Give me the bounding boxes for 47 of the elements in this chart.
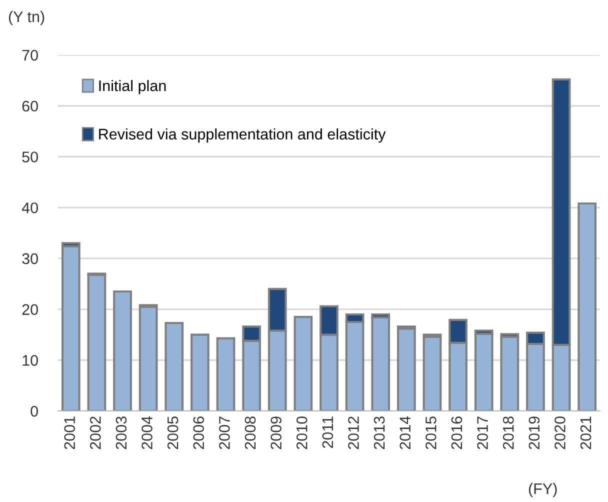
bar (578, 202, 597, 411)
x-tick-label: 2008 (244, 416, 256, 450)
x-tick-label: 2016 (451, 416, 462, 450)
x-tick-label: 2012 (348, 416, 359, 450)
bar (294, 316, 313, 411)
bar (190, 334, 210, 411)
y-tick-label: 50 (22, 152, 38, 162)
x-tick-label: 2009 (270, 416, 282, 450)
x-tick-label: 2007 (219, 416, 230, 450)
x-tick-label: 2013 (374, 416, 385, 450)
bar (396, 328, 416, 411)
bar (164, 322, 184, 411)
y-tick-label: 40 (22, 202, 38, 214)
x-tick-label: 2010 (296, 416, 308, 450)
x-tick-label: 2019 (528, 416, 540, 450)
bar (474, 332, 494, 411)
x-tick-label: 2004 (142, 416, 152, 450)
x-tick-label: 2005 (167, 416, 178, 450)
bar (216, 337, 236, 411)
x-tick-label: 2006 (193, 416, 204, 450)
x-tick-label: 2002 (90, 416, 101, 450)
bar (113, 290, 132, 411)
legend-label: Initial plan (99, 80, 166, 94)
x-tick-label: 2015 (426, 416, 436, 450)
x-tick-label: 2001 (64, 416, 76, 450)
y-tick-label: 0 (30, 406, 38, 417)
y-tick-label: 70 (22, 50, 38, 61)
y-tick-label: 10 (22, 355, 38, 366)
bar (500, 336, 520, 411)
y-axis-title: (Y tn) (8, 10, 44, 26)
bar (422, 336, 442, 411)
bar (61, 245, 80, 411)
x-tick-label: 2018 (502, 416, 514, 450)
x-tick-label: 2021 (580, 416, 592, 450)
bar (138, 306, 158, 411)
x-tick-label: 2011 (322, 416, 334, 448)
y-tick-label: 60 (22, 100, 38, 112)
y-tick-label: 20 (22, 304, 38, 315)
bar (87, 274, 106, 411)
x-tick-label: 2003 (116, 416, 127, 450)
bar (371, 316, 390, 411)
x-tick-label: 2014 (400, 416, 411, 450)
legend-label: Revised via supplementation and elasticity (99, 128, 386, 143)
x-axis-title: (FY) (528, 482, 557, 498)
x-tick-label: 2020 (554, 416, 566, 450)
x-tick-label: 2017 (477, 416, 488, 450)
y-tick-label: 30 (22, 253, 38, 264)
